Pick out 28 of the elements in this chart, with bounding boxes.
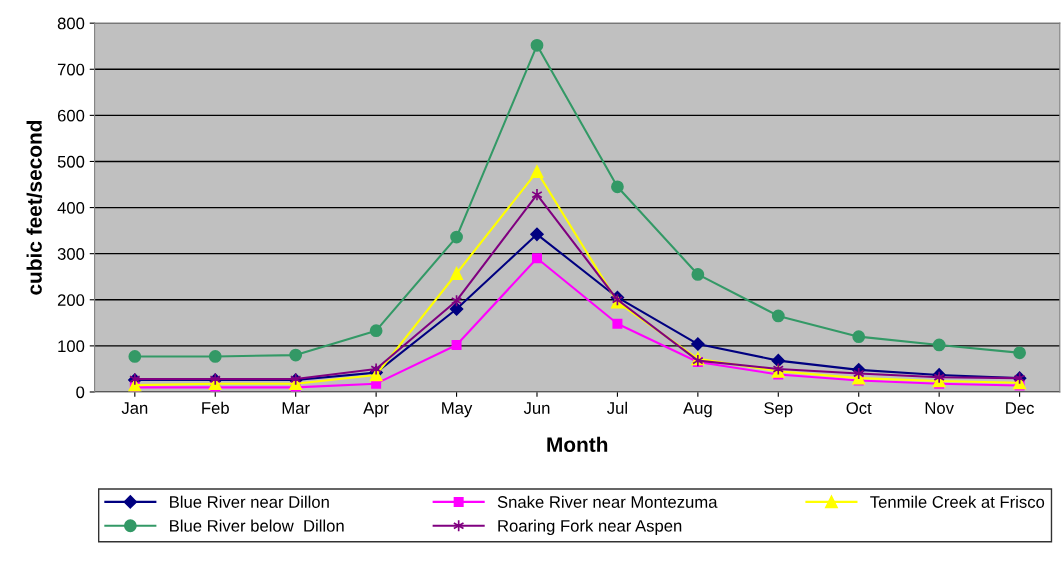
y-tick-label: 600 <box>57 109 85 122</box>
x-axis-title: Month <box>547 436 608 452</box>
legend-label: Roaring Fork near Aspen <box>498 519 682 536</box>
y-tick-label: 500 <box>57 155 85 168</box>
x-tick-label: Sep <box>764 402 793 418</box>
y-axis-title: cubic feet/second <box>26 120 43 295</box>
x-tick-label: Mar <box>282 402 310 414</box>
x-tick-label: Aug <box>683 402 712 418</box>
y-tick-label: 300 <box>57 248 85 260</box>
legend-label: Tenmile Creek at Frisco <box>870 495 1045 508</box>
legend-label: Blue River near Dillon <box>170 495 329 508</box>
x-tick-label: Jun <box>523 402 550 414</box>
x-tick-label: Dec <box>1006 402 1034 414</box>
x-tick-label: May <box>442 402 473 418</box>
y-tick-label: 800 <box>57 17 85 30</box>
y-tick-label: 100 <box>58 340 85 353</box>
x-tick-label: Feb <box>202 401 229 414</box>
legend-label: Blue River below Dillon <box>170 519 344 532</box>
y-tick-label: 0 <box>76 386 85 399</box>
x-tick-label: Nov <box>925 402 954 414</box>
legend-label: Snake River near Montezuma <box>497 495 718 508</box>
y-tick-label: 400 <box>57 201 85 214</box>
y-tick-label: 700 <box>57 63 85 76</box>
x-tick-label: Jul <box>607 401 627 414</box>
y-tick-label: 200 <box>57 294 85 306</box>
x-tick-label: Apr <box>363 402 389 418</box>
x-tick-label: Oct <box>846 402 872 414</box>
x-tick-label: Jan <box>121 402 148 414</box>
